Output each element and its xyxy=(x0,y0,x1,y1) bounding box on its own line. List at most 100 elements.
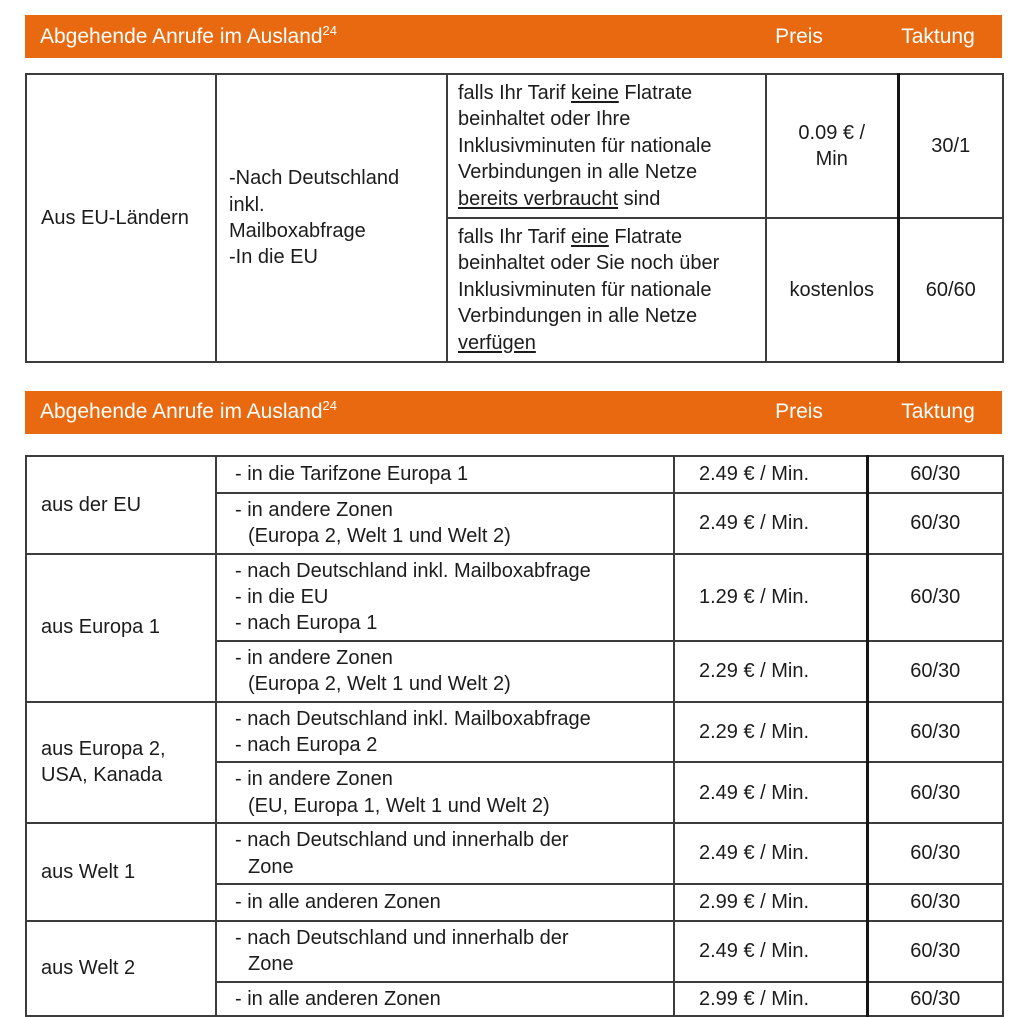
origin-cell: aus Europa 2, USA, Kanada xyxy=(25,700,217,825)
destination-line: -In die EU xyxy=(229,246,318,269)
taktung-cell: 60/60 xyxy=(896,216,1004,363)
price-cell: 2.29 € / Min. xyxy=(673,700,868,764)
taktung-cell: 60/30 xyxy=(865,700,1004,764)
condition-text-underlined: bereits verbraucht xyxy=(458,187,619,210)
taktung-cell: 60/30 xyxy=(865,882,1004,922)
eu-calls-table: Aus EU-Ländern -Nach Deutschland inkl. M… xyxy=(25,73,1004,363)
condition-cell: falls Ihr Tarif keine Flatrate beinhalte… xyxy=(446,73,767,219)
price-cell: 2.49 € / Min. xyxy=(673,822,868,885)
destination-cell: -Nach Deutschland inkl. Mailboxabfrage -… xyxy=(215,73,448,363)
destination-line: - nach Deutschland und innerhalb der xyxy=(235,926,569,949)
destination-line-continuation: Zone xyxy=(248,855,294,878)
price-cell: 2.49 € / Min. xyxy=(673,491,868,555)
destination-line: - nach Deutschland inkl. Mailboxabfrage xyxy=(235,707,591,730)
table-row: aus Europa 1 - nach Deutschland inkl. Ma… xyxy=(25,552,1004,703)
destination-line: - in die EU xyxy=(235,586,329,609)
destination-line: - in alle anderen Zonen xyxy=(235,987,441,1010)
section2-header-bar: Abgehende Anrufe im Ausland24 Preis Takt… xyxy=(25,390,1002,434)
destination-line-continuation: (Europa 2, Welt 1 und Welt 2) xyxy=(248,673,511,696)
section2-preis-column-header: Preis xyxy=(775,400,823,424)
section2-footnote-marker: 24 xyxy=(322,398,338,414)
section2-title-text: Abgehende Anrufe im Ausland xyxy=(40,400,323,424)
section2-title: Abgehende Anrufe im Ausland24 xyxy=(25,398,338,424)
destination-line: -Nach Deutschland xyxy=(229,167,400,190)
destination-line: - nach Deutschland und innerhalb der xyxy=(235,829,569,852)
table-row: aus Welt 1 - nach Deutschland und innerh… xyxy=(25,822,1004,922)
section1-title: Abgehende Anrufe im Ausland24 xyxy=(25,22,338,49)
price-cell: 1.29 € / Min. xyxy=(673,552,868,642)
destination-cell: - in die Tarifzone Europa 1 xyxy=(215,454,675,494)
taktung-cell: 30/1 xyxy=(896,73,1004,219)
destination-line: - in andere Zonen xyxy=(235,768,393,791)
condition-text: falls Ihr Tarif xyxy=(458,82,571,104)
price-cell: 2.99 € / Min. xyxy=(673,980,868,1017)
condition-text: sind xyxy=(618,187,661,210)
destination-cell: - nach Deutschland inkl. Mailboxabfrage … xyxy=(215,552,675,642)
taktung-cell: 60/30 xyxy=(865,552,1004,642)
price-cell: 2.49 € / Min. xyxy=(673,454,868,494)
taktung-cell: 60/30 xyxy=(865,639,1004,703)
table-row: falls Ihr Tarif eine Flatrate beinhaltet… xyxy=(26,216,1004,363)
section2-taktung-column-header: Taktung xyxy=(901,400,975,424)
condition-text: Flatrate beinhaltet oder Sie noch über I… xyxy=(458,225,720,328)
destination-line-continuation: (EU, Europa 1, Welt 1 und Welt 2) xyxy=(248,794,550,817)
destination-line-continuation: Zone xyxy=(248,953,294,976)
destination-cell: - nach Deutschland inkl. Mailboxabfrage … xyxy=(215,700,675,764)
table-row: Aus EU-Ländern -Nach Deutschland inkl. M… xyxy=(25,73,1004,363)
condition-text-underlined: eine xyxy=(571,225,609,248)
taktung-cell: 60/30 xyxy=(865,980,1004,1017)
destination-line: - in andere Zonen xyxy=(235,646,393,669)
destination-line: inkl. xyxy=(229,193,265,216)
section1-title-text: Abgehende Anrufe im Ausland xyxy=(40,24,323,48)
taktung-cell: 60/30 xyxy=(865,761,1004,825)
condition-text: Flatrate beinhaltet oder Ihre Inklusivmi… xyxy=(458,82,712,184)
origin-cell: aus Welt 1 xyxy=(25,822,217,922)
table-row: aus Europa 2, USA, Kanada - nach Deutsch… xyxy=(25,700,1004,825)
destination-cell: - nach Deutschland und innerhalb der Zon… xyxy=(215,919,675,983)
destination-line-continuation: (Europa 2, Welt 1 und Welt 2) xyxy=(248,525,511,548)
price-cell: 2.29 € / Min. xyxy=(673,639,868,703)
table-row: - in alle anderen Zonen 2.99 € / Min. 60… xyxy=(26,882,1004,922)
section1-preis-column-header: Preis xyxy=(775,24,823,48)
destination-line: Mailboxabfrage xyxy=(229,219,366,242)
destination-cell: - nach Deutschland und innerhalb der Zon… xyxy=(215,822,675,885)
destination-cell: - in andere Zonen (Europa 2, Welt 1 und … xyxy=(215,491,675,555)
destination-cell: - in andere Zonen (Europa 2, Welt 1 und … xyxy=(215,639,675,703)
price-cell: 2.99 € / Min. xyxy=(673,882,868,922)
price-cell: 2.49 € / Min. xyxy=(673,919,868,983)
destination-cell: - in andere Zonen (EU, Europa 1, Welt 1 … xyxy=(215,761,675,825)
table-row: - in andere Zonen (EU, Europa 1, Welt 1 … xyxy=(26,761,1004,825)
destination-line: - nach Europa 2 xyxy=(235,734,378,757)
section1-header-bar: Abgehende Anrufe im Ausland24 Preis Takt… xyxy=(25,15,1002,58)
origin-cell: Aus EU-Ländern xyxy=(25,73,217,363)
origin-cell: aus Europa 1 xyxy=(25,552,217,703)
taktung-cell: 60/30 xyxy=(865,491,1004,555)
table-row: aus der EU - in die Tarifzone Europa 1 2… xyxy=(25,454,1004,555)
price-cell: 2.49 € / Min. xyxy=(673,761,868,825)
table-row: - in andere Zonen (Europa 2, Welt 1 und … xyxy=(26,491,1004,555)
section1-footnote-marker: 24 xyxy=(322,22,338,38)
destination-line: - nach Europa 1 xyxy=(235,612,378,635)
condition-text: falls Ihr Tarif xyxy=(458,225,571,248)
condition-text-underlined: keine xyxy=(571,82,619,104)
condition-text-underlined: verfügen xyxy=(458,331,536,354)
destination-line: - in alle anderen Zonen xyxy=(235,891,441,914)
destination-line: - in andere Zonen xyxy=(235,498,393,521)
table-row: aus Welt 2 - nach Deutschland und innerh… xyxy=(25,919,1004,1017)
destination-cell: - in alle anderen Zonen xyxy=(215,882,675,922)
section1-taktung-column-header: Taktung xyxy=(901,24,975,48)
zone-tariff-table: aus der EU - in die Tarifzone Europa 1 2… xyxy=(25,454,1004,1017)
condition-cell: falls Ihr Tarif eine Flatrate beinhaltet… xyxy=(446,216,767,363)
taktung-cell: 60/30 xyxy=(865,822,1004,885)
price-cell: kostenlos xyxy=(765,216,899,363)
taktung-cell: 60/30 xyxy=(865,454,1004,494)
origin-cell: aus der EU xyxy=(25,454,217,555)
origin-cell: aus Welt 2 xyxy=(25,919,217,1017)
destination-cell: - in alle anderen Zonen xyxy=(215,980,675,1017)
taktung-cell: 60/30 xyxy=(865,919,1004,983)
destination-line: - in die Tarifzone Europa 1 xyxy=(235,463,469,486)
price-cell: 0.09 € / Min xyxy=(765,73,899,219)
table-row: - in andere Zonen (Europa 2, Welt 1 und … xyxy=(26,639,1004,703)
destination-line: - nach Deutschland inkl. Mailboxabfrage xyxy=(235,559,591,582)
